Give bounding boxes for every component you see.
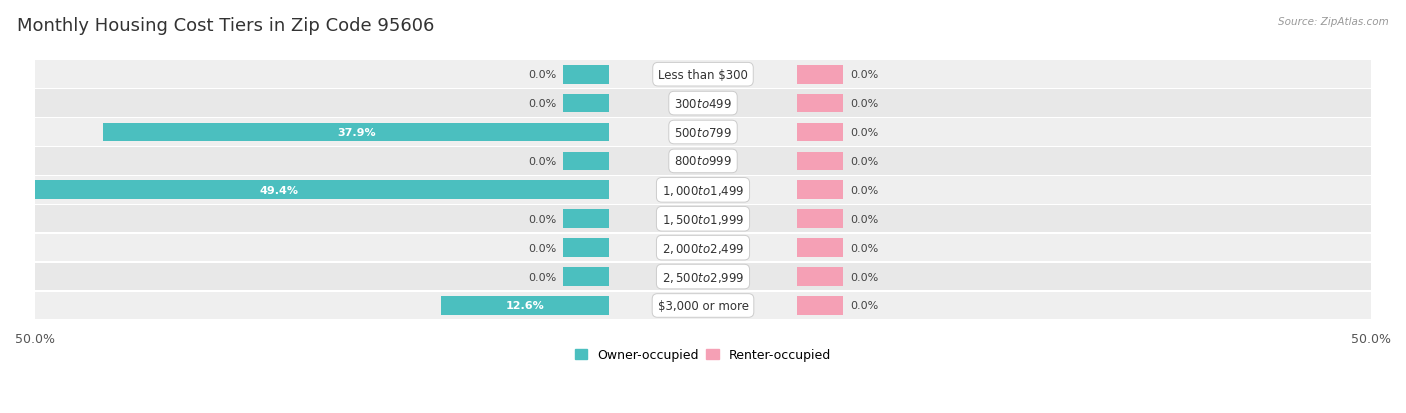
Text: Less than $300: Less than $300	[658, 69, 748, 81]
Text: 12.6%: 12.6%	[506, 301, 544, 311]
Text: $1,500 to $1,999: $1,500 to $1,999	[662, 212, 744, 226]
Text: $2,500 to $2,999: $2,500 to $2,999	[662, 270, 744, 284]
Text: 0.0%: 0.0%	[527, 272, 555, 282]
Text: $800 to $999: $800 to $999	[673, 155, 733, 168]
Text: 49.4%: 49.4%	[260, 185, 299, 195]
Text: 37.9%: 37.9%	[337, 128, 375, 138]
Text: Monthly Housing Cost Tiers in Zip Code 95606: Monthly Housing Cost Tiers in Zip Code 9…	[17, 17, 434, 34]
Bar	[35, 148, 1371, 175]
Bar	[562, 268, 609, 286]
Text: $300 to $499: $300 to $499	[673, 97, 733, 110]
Bar	[35, 292, 1371, 319]
Text: 0.0%: 0.0%	[527, 70, 555, 80]
Text: $500 to $799: $500 to $799	[673, 126, 733, 139]
Bar	[562, 66, 609, 84]
Bar	[562, 152, 609, 171]
Bar	[562, 210, 609, 228]
Text: Source: ZipAtlas.com: Source: ZipAtlas.com	[1278, 17, 1389, 26]
Text: 0.0%: 0.0%	[851, 185, 879, 195]
Text: 0.0%: 0.0%	[851, 99, 879, 109]
Bar	[797, 239, 844, 257]
Text: 0.0%: 0.0%	[527, 243, 555, 253]
Bar	[35, 119, 1371, 146]
Bar	[35, 90, 1371, 118]
Bar	[562, 95, 609, 113]
Bar	[797, 123, 844, 142]
Text: 0.0%: 0.0%	[851, 272, 879, 282]
Text: 0.0%: 0.0%	[527, 99, 555, 109]
Text: $1,000 to $1,499: $1,000 to $1,499	[662, 183, 744, 197]
Bar	[35, 206, 1371, 233]
Text: 0.0%: 0.0%	[527, 157, 555, 166]
Text: 0.0%: 0.0%	[851, 128, 879, 138]
Text: 0.0%: 0.0%	[851, 214, 879, 224]
Bar	[35, 263, 1371, 291]
Text: 0.0%: 0.0%	[851, 243, 879, 253]
Bar	[35, 234, 1371, 262]
Text: 0.0%: 0.0%	[851, 70, 879, 80]
Text: $3,000 or more: $3,000 or more	[658, 299, 748, 312]
Bar	[441, 297, 609, 315]
Bar	[797, 152, 844, 171]
Text: 0.0%: 0.0%	[527, 214, 555, 224]
Bar	[562, 239, 609, 257]
Bar	[797, 268, 844, 286]
Text: 0.0%: 0.0%	[851, 157, 879, 166]
Bar	[35, 177, 1371, 204]
Text: 0.0%: 0.0%	[851, 301, 879, 311]
Bar	[797, 95, 844, 113]
Bar	[797, 66, 844, 84]
Bar	[103, 123, 609, 142]
Text: $2,000 to $2,499: $2,000 to $2,499	[662, 241, 744, 255]
Legend: Owner-occupied, Renter-occupied: Owner-occupied, Renter-occupied	[575, 348, 831, 361]
Bar	[797, 210, 844, 228]
Bar	[797, 181, 844, 200]
Bar	[0, 181, 609, 200]
Bar	[797, 297, 844, 315]
Bar	[35, 61, 1371, 89]
